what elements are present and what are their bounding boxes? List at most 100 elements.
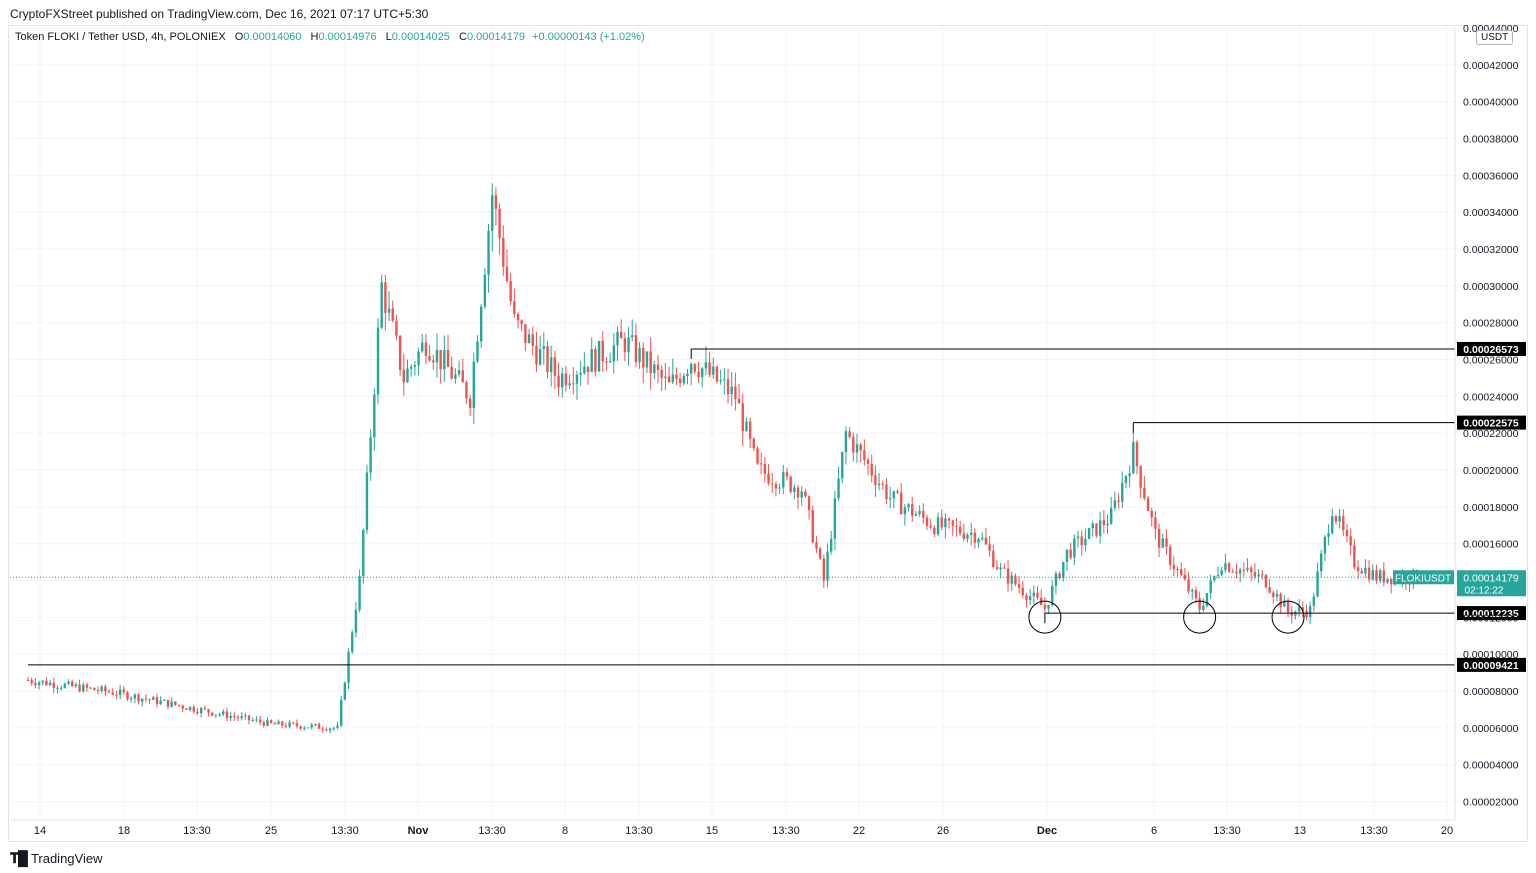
candle-body [1010,575,1013,584]
candle-body [737,399,741,404]
candle-body [1213,576,1216,581]
x-tick-label: 20 [1441,825,1453,837]
candle-body [774,484,778,489]
candle-body [115,694,118,696]
level-price-tag [1457,415,1526,430]
candle-body [1065,549,1069,562]
candle-body [1283,600,1286,607]
candle-body [715,366,719,382]
candle-body [1312,596,1316,606]
candle-body [428,356,431,361]
legend-close: 0.00014179 [466,31,526,43]
candle-body [583,366,586,374]
candle-body [1390,578,1393,585]
candle-body [1323,536,1327,554]
candle-body [925,517,929,526]
candle-body [155,697,159,704]
candle-body [1227,563,1231,572]
candle-body [531,334,534,346]
candle-body [1202,605,1205,611]
candle-body [1364,567,1367,574]
chart-frame [8,25,1528,842]
candle-body [579,373,582,375]
candle-body [1017,584,1021,588]
candle-body [1371,570,1374,580]
x-tick-label: 13:30 [331,825,359,837]
y-tick-label: 0.00038000 [1463,134,1519,146]
candle-body [815,542,818,549]
candle-body [863,450,866,460]
candle-body [118,689,122,695]
candle-body [619,331,623,339]
candle-body [631,335,634,338]
candle-body [1261,574,1264,576]
candle-body [951,520,954,526]
candle-body [1150,510,1153,518]
candle-body [273,723,277,725]
currency-badge[interactable]: USDT [1476,30,1514,45]
candle-body [284,725,288,727]
candle-body [785,472,789,477]
candle-body [1006,568,1010,584]
candle-body [82,684,85,692]
candle-body [207,709,210,713]
candle-body [1327,533,1330,537]
candle-body [129,698,133,700]
candle-body [395,320,398,336]
candle-body [877,483,881,485]
candle-body [675,374,678,379]
candle-body [225,711,229,719]
candle-body [494,195,498,209]
candle-body [1242,569,1246,571]
candle-body [1205,593,1209,606]
candle-body [170,701,173,707]
candle-body [1297,607,1301,612]
candle-body [693,364,697,372]
candle-body [1224,563,1227,571]
y-tick-label: 0.00002000 [1463,797,1519,809]
candle-body [1095,523,1098,536]
x-tick-label: 13:30 [478,825,506,837]
candle-body [1098,520,1102,536]
bar-countdown: 02:12:22 [1465,585,1504,596]
candle-body [542,346,546,350]
candle-body [78,684,81,692]
x-tick-label: Dec [1037,825,1057,837]
candle-body [1146,498,1150,511]
candle-body [281,721,284,726]
candle-body [479,306,483,342]
candle-body [222,711,225,715]
candle-body [557,375,560,388]
candle-body [1268,587,1271,593]
candle-body [1316,571,1319,597]
x-tick-label: 13:30 [625,825,653,837]
candle-body [174,701,177,705]
x-tick-label: 13:30 [772,825,800,837]
candle-body [450,366,453,379]
candle-body [1305,610,1308,617]
y-tick-label: 0.00024000 [1463,391,1519,403]
candle-body [402,369,406,383]
candle-body [745,421,748,432]
candle-body [435,349,439,363]
candle-body [1161,538,1164,548]
candle-body [96,690,100,692]
candle-body [354,609,358,633]
candle-body [133,694,137,699]
candle-body [918,510,921,515]
candle-body [229,716,232,719]
candle-body [104,686,107,692]
candle-body [671,374,674,383]
candle-body [258,719,262,723]
tradingview-footer[interactable]: 𝐓█ TradingView [10,850,102,867]
y-tick-label: 0.00016000 [1463,539,1519,551]
candle-body [487,230,490,275]
candle-body [391,308,394,321]
candle-body [1025,595,1028,600]
candle-body [885,484,888,500]
candle-body [71,681,74,687]
candle-body [380,282,383,328]
candle-body [1209,580,1212,594]
